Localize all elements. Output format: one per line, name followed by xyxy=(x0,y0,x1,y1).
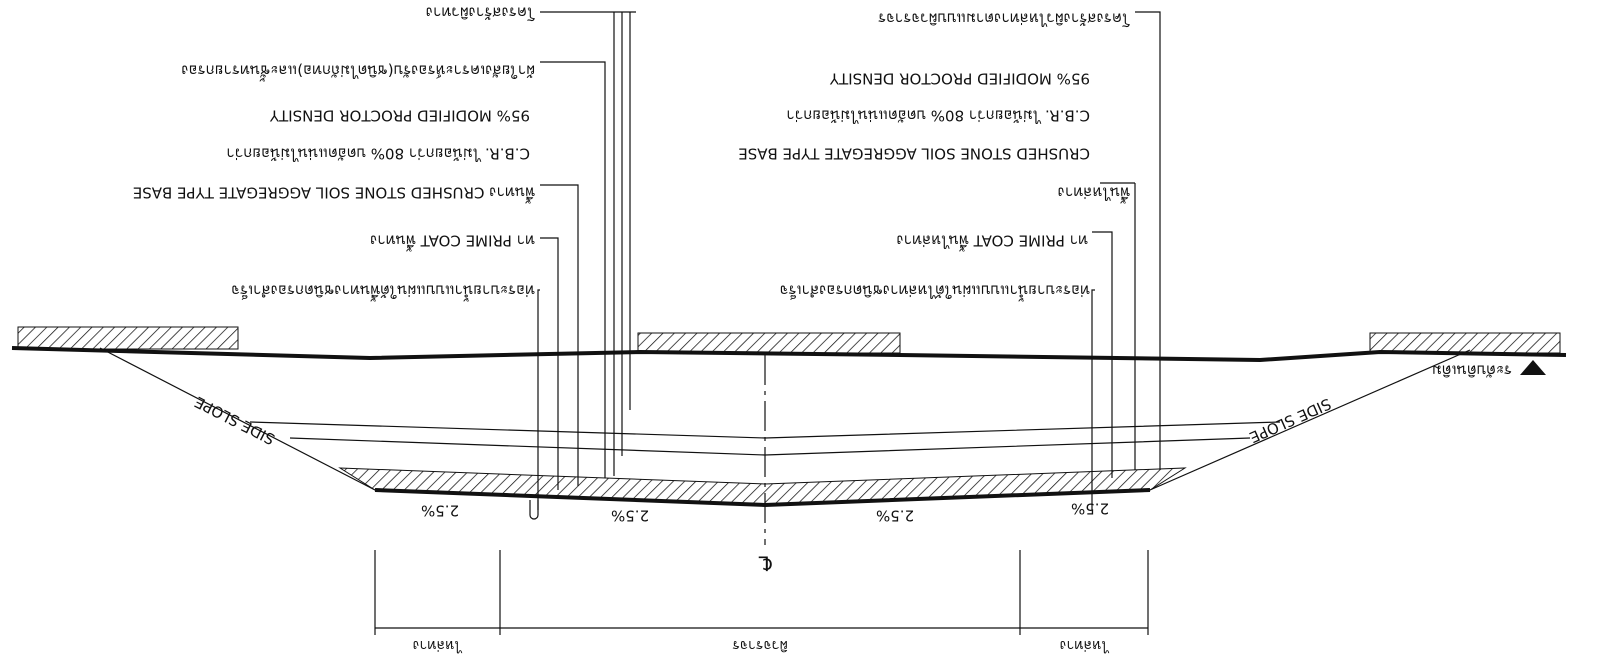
pipe xyxy=(530,500,538,519)
label: ท่อระบายน้ำแบบแผ่นใต้ไหล่ทางชนิดกรองสำเร… xyxy=(780,282,1090,302)
ground-marker xyxy=(1520,360,1546,375)
label: โครงสร้างผิวทาง xyxy=(426,4,535,22)
slope-label: 2.5% xyxy=(876,507,914,525)
section-drawing: ท่อระบายน้ำแบบแผ่นใต้พื้นทางชนิดกรองสำเร… xyxy=(0,0,1606,671)
leader xyxy=(540,62,605,478)
label: 95% MODIFIED PROCTOR DENSITY xyxy=(829,70,1090,88)
ground-hatch xyxy=(18,327,238,349)
leader xyxy=(540,238,558,490)
geometry xyxy=(12,12,1566,635)
label: ทา PRIME COAT พื้นไหล่ทาง xyxy=(896,232,1088,252)
side-slope: SIDE SLOPE xyxy=(1247,394,1334,446)
slope-label: 2.5% xyxy=(421,502,459,520)
layer-line xyxy=(290,438,1250,455)
label: C.B.R. ไม่น้อยกว่า 80% บดอัดแน่นไม่น้อยก… xyxy=(226,145,530,163)
side-slope: SIDE SLOPE xyxy=(192,393,278,449)
dim-label: ไหล่ทาง xyxy=(413,637,463,654)
label: ผ้าใยสังเคราะห์รองรับ(ชนิดไม่ถักทอ)และชั… xyxy=(181,62,535,82)
label: พื้นไหล่ทาง xyxy=(1058,184,1130,204)
ground-hatch xyxy=(1370,333,1560,353)
label: C.B.R. ไม่น้อยกว่า 80% บดอัดแน่นไม่น้อยก… xyxy=(786,107,1090,125)
label: ทา PRIME COAT พื้นทาง xyxy=(370,232,535,252)
base-layer xyxy=(340,468,1185,505)
leader xyxy=(1092,232,1112,478)
label: 95% MODIFIED PROCTOR DENSITY xyxy=(269,107,530,125)
label: CRUSHED STONE SOIL AGGREGATE TYPE BASE xyxy=(738,145,1090,163)
leader xyxy=(1135,12,1160,470)
dim-label: ผิวจราจร xyxy=(732,637,788,653)
slope-label: 2.5% xyxy=(611,507,649,525)
ground-label: ระดับดินเดิม xyxy=(1432,362,1512,380)
dim-label: ไหล่ทาง xyxy=(1060,637,1110,654)
label: ท่อระบายน้ำแบบแผ่นใต้พื้นทางชนิดกรองสำเร… xyxy=(231,282,535,302)
ground-hatch xyxy=(638,333,900,353)
label: พื้นทาง CRUSHED STONE SOIL AGGREGATE TYP… xyxy=(133,184,535,204)
label: โครงสร้างผิวไหล่ทางตามแบบผิวจราจร xyxy=(878,10,1130,28)
leader xyxy=(540,185,578,486)
centerline-label: ℄ xyxy=(758,552,772,576)
slope-label: 2.5% xyxy=(1071,500,1109,518)
